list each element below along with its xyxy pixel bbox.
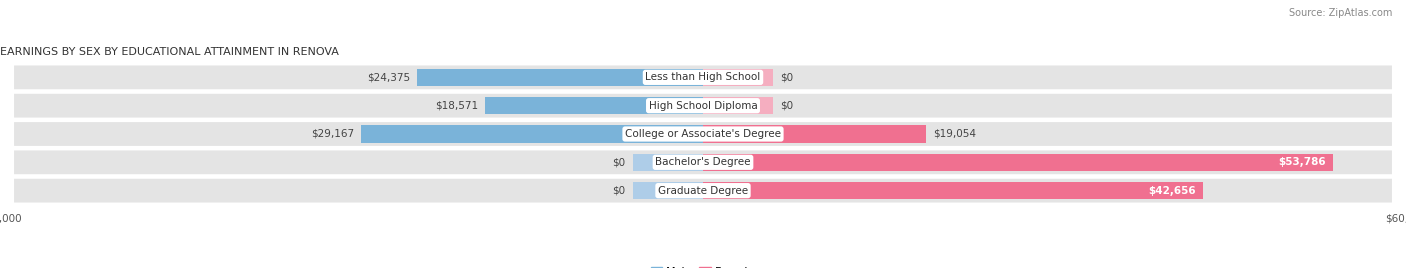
FancyBboxPatch shape bbox=[14, 150, 1392, 174]
FancyBboxPatch shape bbox=[14, 179, 1392, 203]
Bar bbox=[703, 154, 1333, 171]
Text: Less than High School: Less than High School bbox=[645, 72, 761, 82]
Text: $42,656: $42,656 bbox=[1149, 186, 1195, 196]
Text: $18,571: $18,571 bbox=[436, 101, 478, 111]
Bar bbox=[633, 154, 703, 171]
Bar bbox=[703, 97, 773, 114]
Text: $24,375: $24,375 bbox=[367, 72, 411, 82]
Text: $0: $0 bbox=[613, 186, 626, 196]
Text: High School Diploma: High School Diploma bbox=[648, 101, 758, 111]
FancyBboxPatch shape bbox=[14, 122, 1392, 146]
Bar bbox=[633, 182, 703, 199]
Text: $53,786: $53,786 bbox=[1278, 157, 1326, 167]
Bar bbox=[361, 125, 703, 143]
Bar bbox=[703, 125, 927, 143]
Text: $0: $0 bbox=[613, 157, 626, 167]
Bar bbox=[703, 182, 1202, 199]
FancyBboxPatch shape bbox=[14, 65, 1392, 89]
FancyBboxPatch shape bbox=[14, 94, 1392, 118]
Text: EARNINGS BY SEX BY EDUCATIONAL ATTAINMENT IN RENOVA: EARNINGS BY SEX BY EDUCATIONAL ATTAINMEN… bbox=[0, 47, 339, 57]
Text: $29,167: $29,167 bbox=[311, 129, 354, 139]
Text: College or Associate's Degree: College or Associate's Degree bbox=[626, 129, 780, 139]
Text: Bachelor's Degree: Bachelor's Degree bbox=[655, 157, 751, 167]
Text: $0: $0 bbox=[780, 101, 793, 111]
Bar bbox=[703, 69, 773, 86]
Bar bbox=[485, 97, 703, 114]
Text: Source: ZipAtlas.com: Source: ZipAtlas.com bbox=[1288, 8, 1392, 18]
Text: $0: $0 bbox=[780, 72, 793, 82]
Text: Graduate Degree: Graduate Degree bbox=[658, 186, 748, 196]
Legend: Male, Female: Male, Female bbox=[647, 262, 759, 268]
Bar bbox=[418, 69, 703, 86]
Text: $19,054: $19,054 bbox=[934, 129, 976, 139]
